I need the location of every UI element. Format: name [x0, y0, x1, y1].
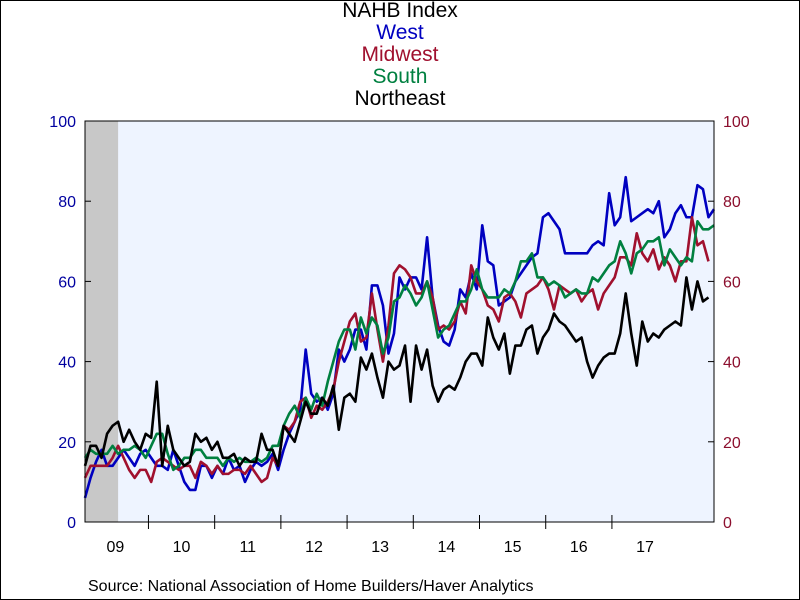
chart-title: NAHB Index [342, 0, 458, 22]
y-tick-label-left: 40 [58, 355, 76, 372]
x-tick-label: 10 [173, 539, 191, 556]
legend-label-northeast: Northeast [354, 87, 446, 110]
legend-label-west: West [376, 21, 424, 44]
y-tick-label-left: 100 [49, 114, 76, 131]
y-tick-label-left: 60 [58, 274, 76, 291]
plot-border [84, 120, 715, 523]
x-tick-label: 12 [305, 539, 323, 556]
x-tick-label: 13 [371, 539, 389, 556]
legend-label-midwest: Midwest [361, 43, 439, 66]
y-tick-label-left: 80 [58, 194, 76, 211]
x-tick-label: 11 [239, 539, 256, 556]
legend-label-south: South [372, 65, 428, 88]
y-tick-label-right: 80 [723, 194, 741, 211]
x-tick-label: 09 [106, 539, 124, 556]
y-tick-label-right: 0 [723, 515, 732, 532]
y-tick-label-right: 20 [723, 435, 741, 452]
x-tick-label: 16 [570, 539, 588, 556]
x-tick-label: 14 [438, 539, 456, 556]
chart-titles: NAHB Index West Midwest South Northeast [0, 0, 800, 110]
y-tick-label-right: 60 [723, 274, 741, 291]
y-tick-label-right: 100 [723, 114, 750, 131]
y-tick-label-right: 40 [723, 355, 741, 372]
y-tick-label-left: 20 [58, 435, 76, 452]
series-line-west [83, 175, 716, 499]
plot-background [85, 121, 714, 522]
series-line-northeast [83, 276, 710, 468]
x-tick-label: 15 [504, 539, 522, 556]
x-tick-label: 17 [636, 539, 654, 556]
y-tick-label-left: 0 [67, 515, 76, 532]
series-line-midwest [83, 215, 710, 484]
recession-shading [85, 121, 119, 522]
source-note: Source: National Association of Home Bui… [88, 578, 534, 595]
